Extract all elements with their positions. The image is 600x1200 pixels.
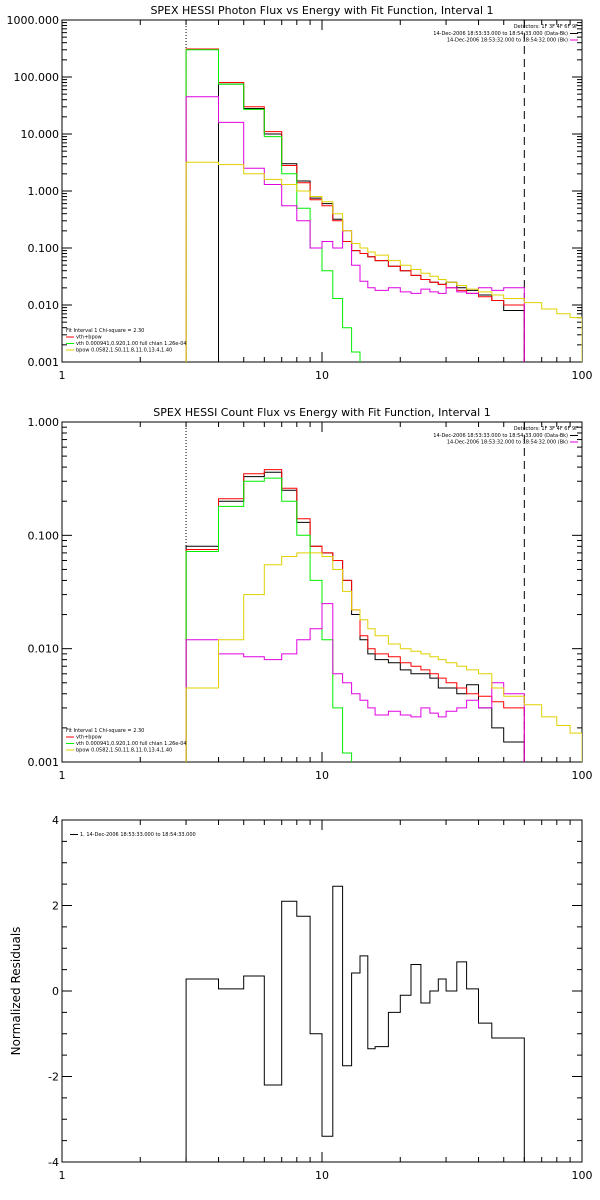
y-tick-label: 10.000 <box>21 128 60 141</box>
y-tick-label: 0.010 <box>28 643 60 656</box>
y-tick-label: 1000.000 <box>7 14 60 27</box>
legend-detectors: Detectors: 1F 3F 4F 6F 9F <box>514 426 578 432</box>
y-tick-label: 1.000 <box>28 185 60 198</box>
x-tick-label: 100 <box>572 1169 593 1182</box>
data-series-line <box>185 161 582 362</box>
data-layer <box>185 885 525 1162</box>
legend-label: bpow 0.0582,1.50,11.8,11.0,13.4,1.40 <box>76 748 172 754</box>
count-flux-panel: SPEX HESSI Count Flux vs Energy with Fit… <box>28 406 593 782</box>
y-tick-label: 1.000 <box>28 416 60 429</box>
data-series-line <box>185 477 353 762</box>
y-tick-label: 0.100 <box>28 529 60 542</box>
data-series-line <box>185 49 361 362</box>
chart-title: SPEX HESSI Photon Flux vs Energy with Fi… <box>150 4 493 17</box>
y-tick-label: 4 <box>52 814 59 827</box>
data-series-line <box>185 471 525 762</box>
x-tick-label: 10 <box>315 369 329 382</box>
legend-label: 14-Dec-2006 18:53:33.000 to 18:54:33.000… <box>433 31 568 37</box>
legend-label: 1. 14-Dec-2006 18:53:33.000 to 18:54:33.… <box>80 832 196 838</box>
y-tick-label: 0.001 <box>28 356 60 369</box>
y-tick-label: -4 <box>48 1156 59 1169</box>
legend-label: vth+bpow <box>76 735 102 741</box>
data-layer <box>185 20 582 362</box>
residuals-panel: 1 10 100 -4 -2 0 2 4 Normalized Residuals 1. 14-D… <box>9 814 593 1182</box>
y-tick-label: 0.001 <box>28 756 60 769</box>
legend-label: 14-Dec-2006 18:53:32.000 to 18:54:32.000… <box>447 38 568 44</box>
legend-fit-header: Fit Interval 1 Chi-square = 2.30 <box>66 328 144 334</box>
data-series-line <box>185 469 525 762</box>
y-tick-label: -2 <box>48 1071 59 1084</box>
legend-label: vth 0.000941,0.920,1.00 full chian 1.26e… <box>76 741 187 747</box>
legend-label: bpow 0.0582,1.50,11.8,11.0,13.4,1.40 <box>76 348 172 354</box>
legend-fit-header: Fit Interval 1 Chi-square = 2.30 <box>66 728 144 734</box>
x-tick-label: 1 <box>59 369 66 382</box>
legend-label: vth+bpow <box>76 335 102 341</box>
x-tick-label: 100 <box>572 769 593 782</box>
y-tick-label: 0.100 <box>28 242 60 255</box>
data-series-line <box>185 603 525 762</box>
y-tick-label: 0 <box>52 985 59 998</box>
legend-label: 14-Dec-2006 18:53:33.000 to 18:54:33.000… <box>433 433 568 439</box>
x-tick-label: 10 <box>315 1169 329 1182</box>
y-tick-label: 2 <box>52 900 59 913</box>
legend-label: vth 0.000941,0.920,1.00 full chian 1.26e… <box>76 341 187 347</box>
y-axis-label: Normalized Residuals <box>9 927 23 1056</box>
chart-title: SPEX HESSI Count Flux vs Energy with Fit… <box>153 406 490 419</box>
data-series-line <box>185 48 525 362</box>
x-tick-label: 10 <box>315 769 329 782</box>
x-tick-label: 1 <box>59 1169 66 1182</box>
y-tick-label: 0.010 <box>28 299 60 312</box>
data-series-line <box>185 552 582 762</box>
data-series-line <box>185 96 525 362</box>
y-tick-label: 100.000 <box>14 71 60 84</box>
x-tick-label: 100 <box>572 369 593 382</box>
legend-detectors: Detectors: 1F 3F 4F 6F 9F <box>514 24 578 30</box>
legend-label: 14-Dec-2006 18:53:32.000 to 18:54:32.000… <box>447 440 568 446</box>
photon-flux-panel: SPEX HESSI Photon Flux vs Energy with Fi… <box>7 4 593 382</box>
data-series-line <box>185 885 525 1162</box>
data-layer <box>185 422 582 762</box>
x-tick-label: 1 <box>59 769 66 782</box>
